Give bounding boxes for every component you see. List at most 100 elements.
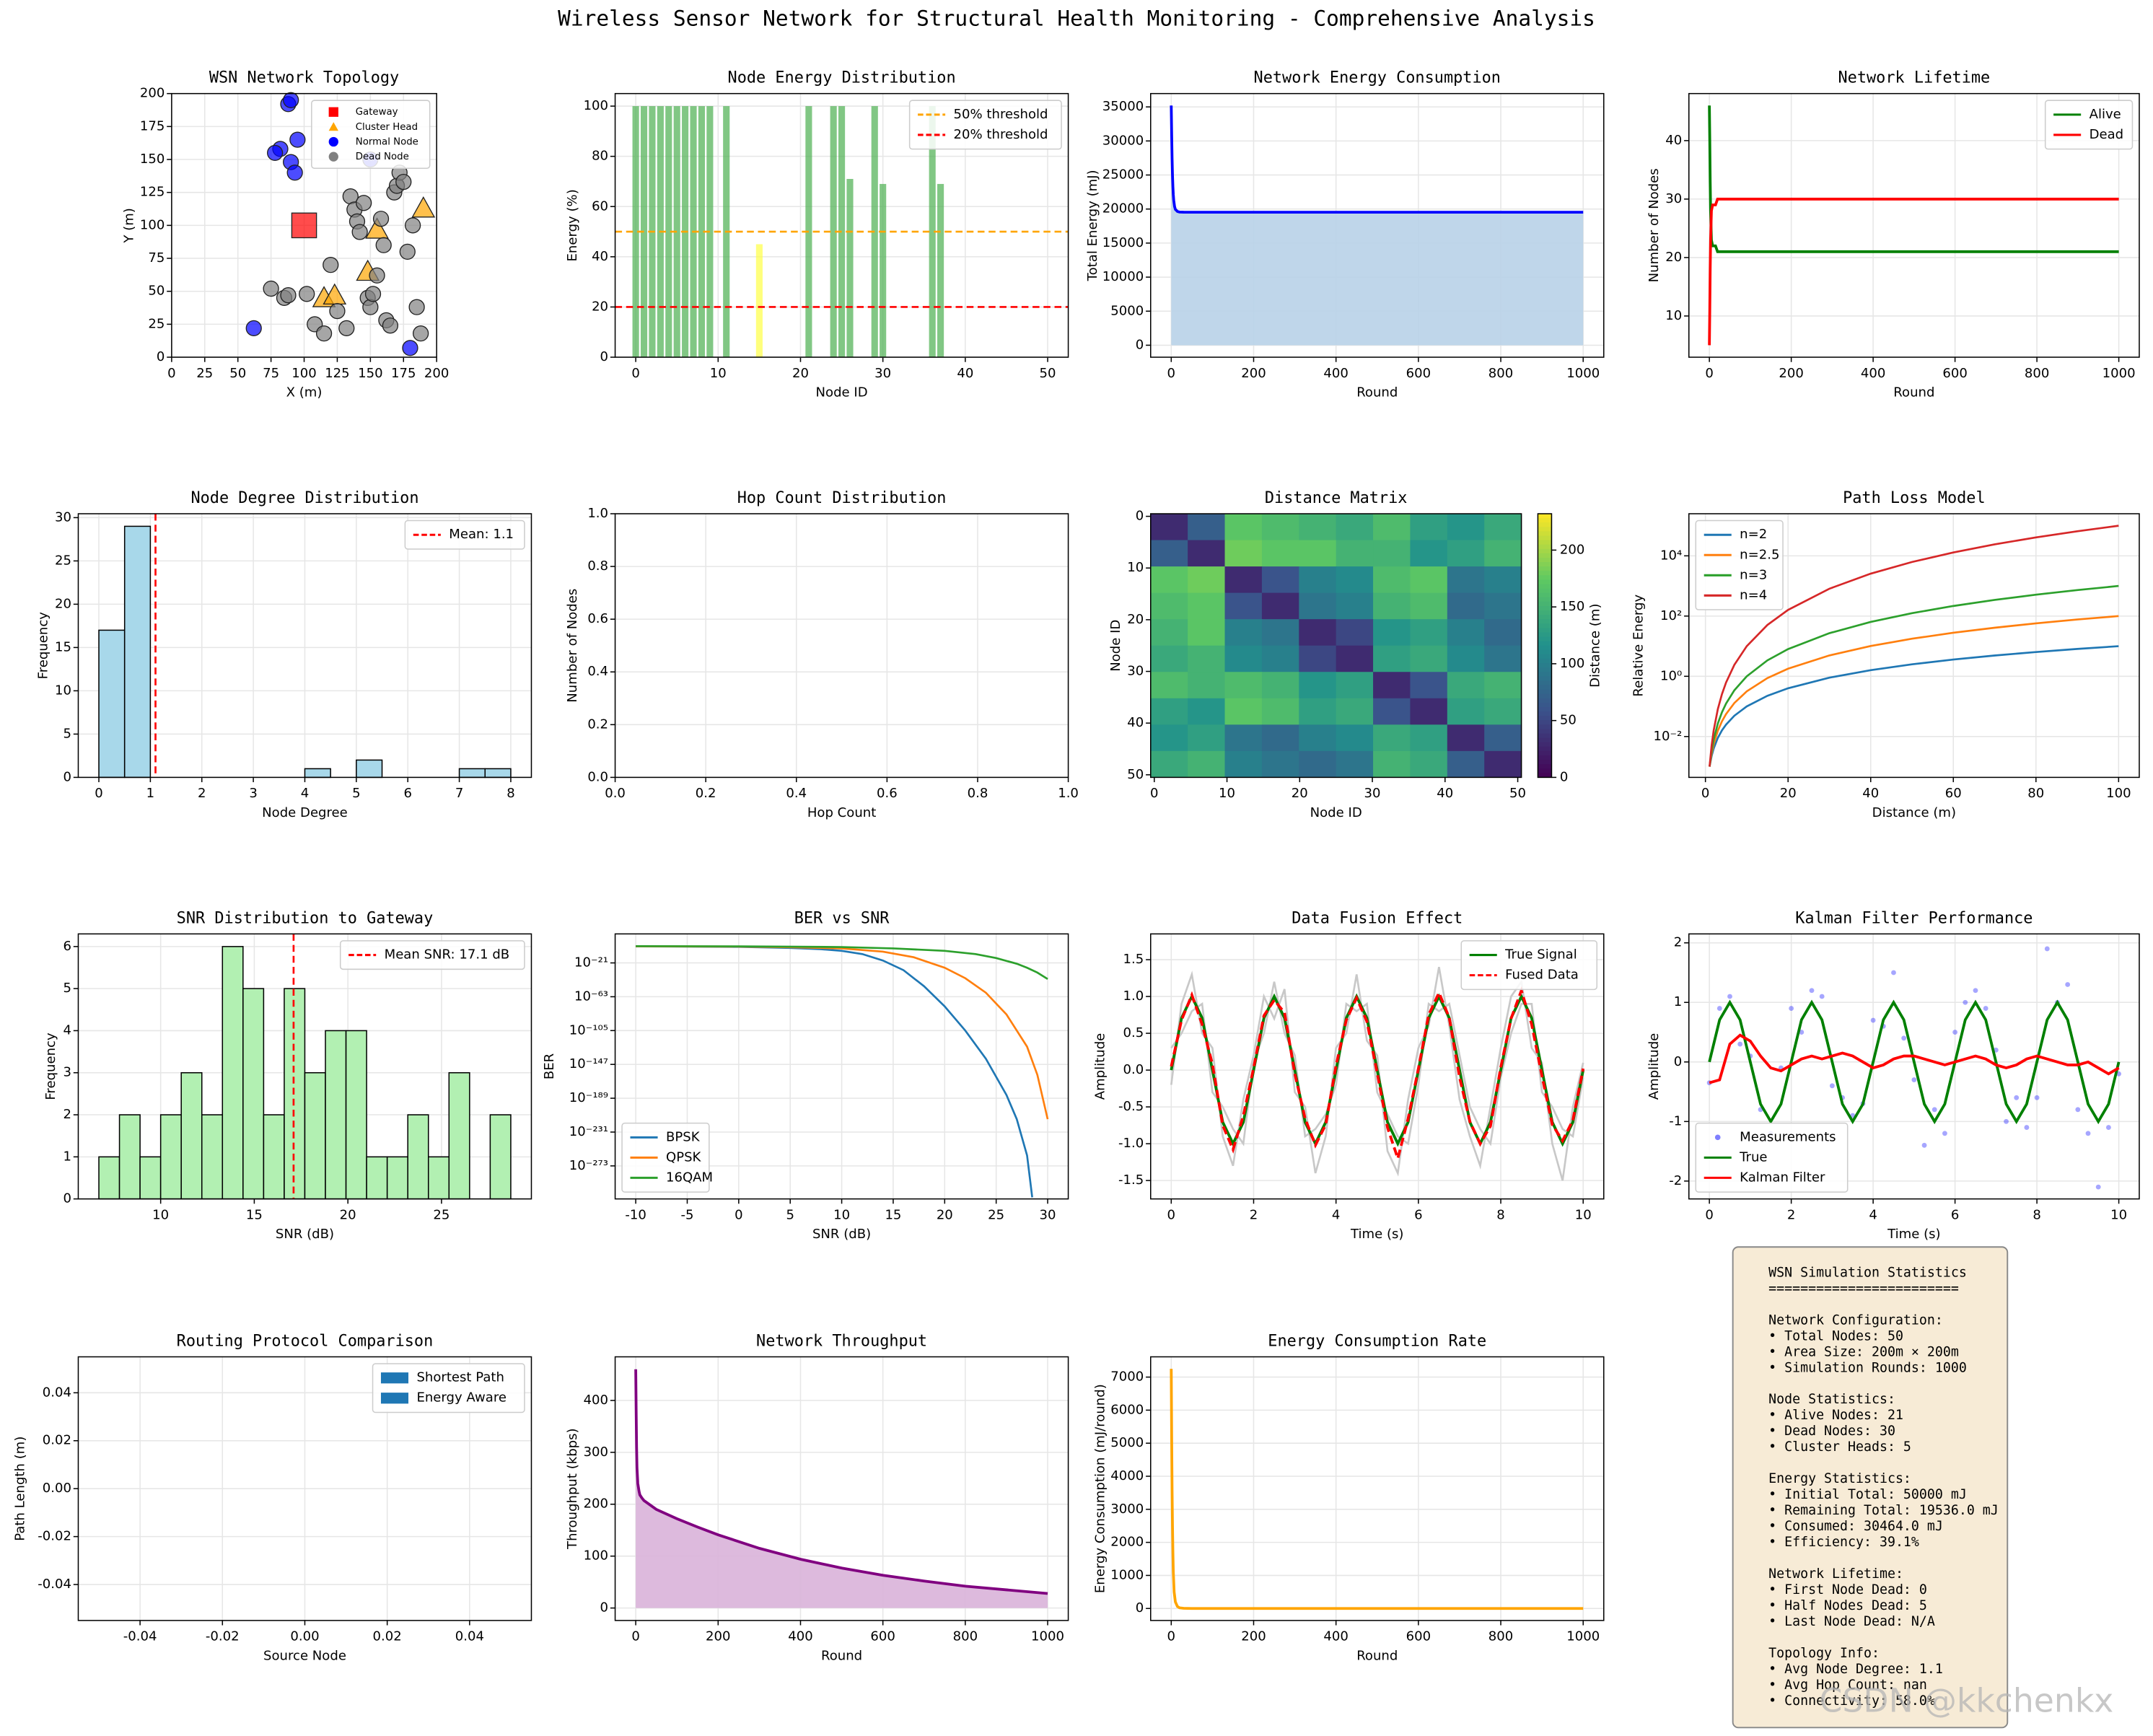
subplot: Network Throughput 0 200 400 600 800 1000 0 100 2… — [565, 1333, 1069, 1663]
histogram-bar — [201, 1114, 224, 1200]
y-tick-label: 150 — [140, 152, 165, 167]
colorbar-tick-label: 0 — [1560, 769, 1569, 784]
colorbar-segment — [1538, 641, 1552, 646]
legend: Alive Dead — [2044, 100, 2134, 150]
x-tick-label: 2 — [198, 786, 206, 801]
area-fill — [636, 1369, 1048, 1608]
x-tick-label: 400 — [1323, 1629, 1348, 1644]
y-tick-label: -0.5 — [1118, 1099, 1144, 1114]
axes-frame — [1150, 513, 1522, 779]
colorbar-segment — [1538, 706, 1552, 712]
y-tick-label: 0.5 — [1123, 1025, 1144, 1040]
marker — [399, 243, 416, 260]
measurement-point — [1809, 988, 1815, 994]
x-tick-label: 30 — [874, 366, 891, 381]
y-tick-label: 1000 — [1110, 1567, 1144, 1582]
legend-label: n=2.5 — [1740, 547, 1779, 562]
colorbar-segment — [1538, 514, 1552, 519]
heatmap-cell — [1410, 750, 1448, 778]
marker — [328, 122, 338, 131]
subplot-title: Node Energy Distribution — [728, 69, 956, 87]
legend-label: 20% threshold — [954, 127, 1048, 142]
heatmap-cell — [1484, 592, 1522, 620]
histogram-bar — [159, 1114, 182, 1200]
y-tick-label: 60 — [592, 198, 608, 214]
axes-frame — [1150, 92, 1605, 358]
y-tick-label: 1 — [63, 1149, 71, 1164]
y-axis-label: Throughput (kbps) — [565, 1428, 580, 1550]
legend-label: Alive — [2090, 107, 2121, 122]
y-tick-label: 7000 — [1110, 1369, 1144, 1385]
x-tick-label: 0 — [1705, 1207, 1713, 1222]
subplot: Routing Protocol Comparison -0.04 -0.02 0.0… — [13, 1333, 532, 1663]
y-tick-label: 0.8 — [587, 558, 608, 574]
legend-label: Shortest Path — [416, 1370, 504, 1385]
subplot: Kalman Filter Performance 0 2 4 6 8 10 -2 -1 0 1 2 T… — [1646, 909, 2140, 1242]
heatmap-cell — [1188, 698, 1226, 725]
colorbar-segment — [1538, 649, 1552, 655]
colorbar-segment — [1538, 672, 1552, 677]
x-tick-label: -0.04 — [123, 1629, 157, 1644]
colorbar-segment — [1538, 680, 1552, 686]
legend-label: Mean: 1.1 — [449, 527, 514, 542]
histogram-bar — [325, 1030, 347, 1200]
y-axis-label: Node ID — [1108, 620, 1123, 672]
heatmap-cell — [1484, 698, 1522, 725]
x-tick-label: 50 — [229, 366, 246, 381]
heatmap-cell — [1373, 619, 1411, 646]
heatmap-cell — [1484, 672, 1522, 699]
heatmap-cell — [1336, 619, 1374, 646]
marker — [411, 196, 436, 218]
colorbar-segment — [1538, 540, 1552, 545]
legend-box — [1460, 940, 1598, 991]
y-tick-label: 4000 — [1110, 1468, 1144, 1483]
measurement-point — [1737, 1041, 1743, 1047]
subplot: Node Energy Distribution 0 10 20 30 40 50 0 20 40… — [565, 69, 1069, 400]
stats-item: • Alive Nodes: 21 — [1768, 1408, 1903, 1423]
x-tick-label: 15 — [246, 1207, 263, 1222]
subplot-title: Data Fusion Effect — [1292, 909, 1463, 927]
subplot-title: Path Loss Model — [1843, 489, 1986, 507]
colorbar-segment — [1538, 750, 1552, 756]
heatmap-cell — [1299, 645, 1337, 672]
heatmap-cell — [1484, 724, 1522, 752]
stats-heading: Topology Info: — [1768, 1646, 1880, 1661]
heatmap-cell — [1299, 672, 1337, 699]
marker — [328, 152, 338, 162]
measurement-point — [1727, 994, 1732, 999]
colorbar-segment — [1538, 610, 1552, 615]
x-tick-label: 0 — [1167, 366, 1176, 381]
heatmap-cell — [1299, 724, 1337, 752]
heatmap-cell — [1299, 592, 1337, 620]
heatmap-cell — [1336, 540, 1374, 567]
measurement-point — [2034, 1095, 2040, 1100]
x-tick-label: 4 — [301, 786, 310, 801]
colorbar-segment — [1538, 685, 1552, 691]
x-tick-label: 40 — [957, 366, 973, 381]
colorbar-segment — [1538, 548, 1552, 554]
line — [1708, 198, 2119, 346]
x-tick-label: 600 — [1942, 366, 1967, 381]
y-tick-label: 20000 — [1102, 201, 1144, 216]
bar — [632, 106, 639, 358]
heatmap-cell — [1261, 672, 1299, 699]
legend-box — [404, 520, 525, 550]
marker — [245, 320, 262, 337]
x-axis-label: X (m) — [286, 385, 323, 400]
line — [1709, 525, 2119, 767]
y-axis-label: Frequency — [36, 612, 51, 680]
stats-rule: ======================== — [1768, 1281, 1959, 1296]
colorbar-segment — [1538, 676, 1552, 681]
histogram-bar — [407, 1114, 429, 1200]
heatmap-cell — [1150, 592, 1188, 620]
marker — [328, 107, 338, 117]
x-tick-label: -10 — [625, 1207, 646, 1222]
y-tick-label: 25 — [55, 553, 71, 568]
measurement-point — [1891, 970, 1896, 976]
y-tick-label: 3 — [63, 1065, 71, 1080]
x-axis-label: Round — [1356, 1648, 1398, 1663]
y-tick-label: 0.6 — [587, 611, 608, 626]
x-tick-label: 8 — [2033, 1207, 2041, 1222]
y-tick-label: 35000 — [1102, 99, 1144, 114]
